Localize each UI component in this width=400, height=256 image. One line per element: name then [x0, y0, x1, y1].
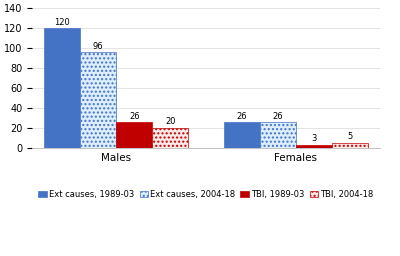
Bar	[224, 122, 260, 148]
Bar	[80, 52, 116, 148]
Text: 5: 5	[347, 132, 352, 141]
Text: 26: 26	[237, 112, 247, 121]
Text: 26: 26	[273, 112, 283, 121]
Bar	[296, 145, 332, 148]
Bar	[44, 28, 80, 148]
Bar	[260, 122, 296, 148]
Legend: Ext causes, 1989-03, Ext causes, 2004-18, TBI, 1989-03, TBI, 2004-18: Ext causes, 1989-03, Ext causes, 2004-18…	[35, 186, 377, 202]
Bar	[116, 122, 152, 148]
Text: 96: 96	[93, 42, 104, 51]
Text: 20: 20	[165, 118, 176, 126]
Text: 26: 26	[129, 112, 140, 121]
Bar	[332, 143, 368, 148]
Bar	[152, 128, 188, 148]
Text: 3: 3	[311, 134, 317, 143]
Text: 120: 120	[54, 18, 70, 27]
